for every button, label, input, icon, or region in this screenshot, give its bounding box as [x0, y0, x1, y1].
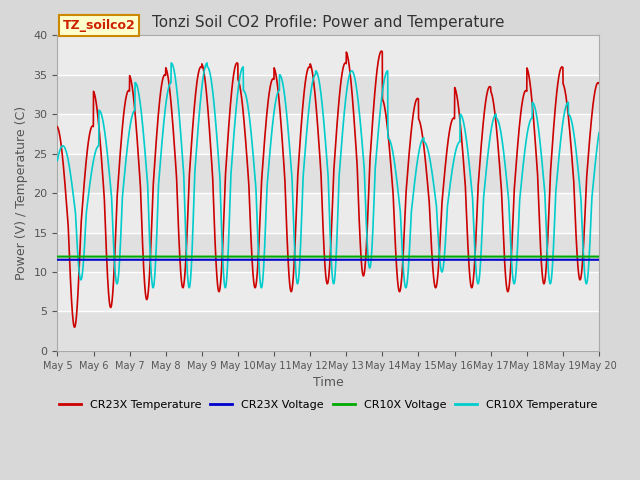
Bar — [58, 193, 599, 232]
Y-axis label: Power (V) / Temperature (C): Power (V) / Temperature (C) — [15, 106, 28, 280]
Bar — [58, 272, 599, 312]
Bar — [58, 232, 599, 272]
Bar — [58, 114, 599, 154]
Bar — [58, 36, 599, 75]
Text: TZ_soilco2: TZ_soilco2 — [63, 19, 136, 32]
Bar — [58, 154, 599, 193]
X-axis label: Time: Time — [313, 376, 344, 389]
Title: Tonzi Soil CO2 Profile: Power and Temperature: Tonzi Soil CO2 Profile: Power and Temper… — [152, 15, 504, 30]
Bar — [58, 75, 599, 114]
Legend: CR23X Temperature, CR23X Voltage, CR10X Voltage, CR10X Temperature: CR23X Temperature, CR23X Voltage, CR10X … — [54, 396, 602, 415]
Bar — [58, 312, 599, 351]
